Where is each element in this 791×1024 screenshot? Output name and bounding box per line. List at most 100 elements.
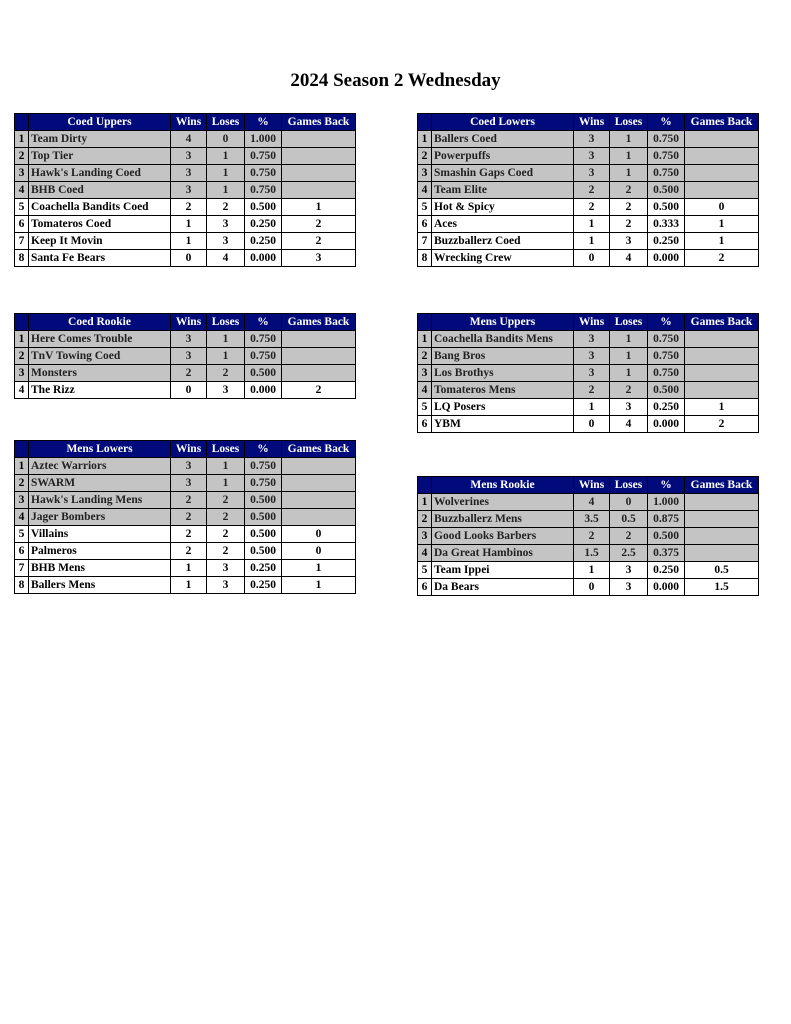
- wins-cell: 1: [573, 215, 610, 233]
- wins-cell: 3: [170, 147, 207, 165]
- wins-cell: 0: [573, 249, 610, 267]
- team-name-cell: BHB Mens: [28, 559, 171, 577]
- games-back-cell: [684, 544, 759, 562]
- team-name-cell: Coachella Bandits Mens: [431, 330, 574, 348]
- column-header: %: [244, 440, 282, 458]
- table-row: 4 Team Elite 2 2 0.500: [417, 181, 759, 199]
- win-percentage-cell: 0.750: [647, 364, 685, 382]
- rank-cell: 3: [417, 364, 432, 382]
- table-row: 4 Da Great Hambinos 1.5 2.5 0.375: [417, 544, 759, 562]
- standings-table-mens-rookie: Mens Rookie Wins Loses% Games Back 1 Wolverin…: [417, 476, 759, 596]
- games-back-cell: [281, 130, 356, 148]
- column-header: Games Back: [281, 113, 356, 131]
- win-percentage-cell: 0.750: [647, 347, 685, 365]
- loses-cell: 1: [206, 474, 245, 492]
- win-percentage-cell: 0.500: [647, 381, 685, 399]
- table-header-row: Coed Lowers Wins Loses% Games Back: [417, 113, 759, 131]
- column-header: Games Back: [684, 476, 759, 494]
- column-header: Loses: [609, 476, 648, 494]
- division-name: Mens Uppers: [431, 313, 574, 331]
- team-name-cell: Tomateros Mens: [431, 381, 574, 399]
- win-percentage-cell: 0.000: [244, 381, 282, 399]
- loses-cell: 4: [206, 249, 245, 267]
- win-percentage-cell: 0.500: [244, 491, 282, 509]
- win-percentage-cell: 0.750: [647, 330, 685, 348]
- team-name-cell: Bang Bros: [431, 347, 574, 365]
- win-percentage-cell: 0.000: [244, 249, 282, 267]
- loses-cell: 1: [609, 164, 648, 182]
- team-name-cell: Good Looks Barbers: [431, 527, 574, 545]
- wins-cell: 3: [170, 474, 207, 492]
- games-back-cell: 2: [281, 215, 356, 233]
- wins-cell: 1.5: [573, 544, 610, 562]
- wins-cell: 1: [573, 232, 610, 250]
- loses-cell: 1: [609, 347, 648, 365]
- rank-cell: 4: [14, 181, 29, 199]
- win-percentage-cell: 0.250: [244, 576, 282, 594]
- games-back-cell: [281, 364, 356, 382]
- standings-table-coed-uppers: Coed Uppers Wins Loses% Games Back 1 Team Dir…: [14, 113, 356, 267]
- wins-cell: 2: [170, 198, 207, 216]
- games-back-cell: [684, 347, 759, 365]
- wins-cell: 2: [170, 525, 207, 543]
- games-back-cell: [684, 181, 759, 199]
- rank-cell: 2: [417, 147, 432, 165]
- loses-cell: 1: [609, 330, 648, 348]
- team-name-cell: Team Ippei: [431, 561, 574, 579]
- wins-cell: 2: [170, 364, 207, 382]
- rank-cell: 8: [417, 249, 432, 267]
- loses-cell: 1: [206, 181, 245, 199]
- wins-cell: 4: [170, 130, 207, 148]
- wins-cell: 2: [573, 381, 610, 399]
- games-back-cell: 1: [281, 198, 356, 216]
- wins-cell: 2: [573, 527, 610, 545]
- wins-cell: 0: [170, 249, 207, 267]
- win-percentage-cell: 0.750: [647, 147, 685, 165]
- wins-cell: 2: [573, 181, 610, 199]
- table-row: 4 The Rizz 0 3 0.000 2: [14, 381, 356, 399]
- wins-cell: 1: [170, 232, 207, 250]
- team-name-cell: Da Great Hambinos: [431, 544, 574, 562]
- games-back-cell: [684, 330, 759, 348]
- table-row: 3 Smashin Gaps Coed 3 1 0.750: [417, 164, 759, 182]
- rank-cell: 2: [417, 347, 432, 365]
- games-back-cell: 1: [684, 215, 759, 233]
- loses-cell: 1: [609, 147, 648, 165]
- team-name-cell: Santa Fe Bears: [28, 249, 171, 267]
- games-back-cell: [684, 147, 759, 165]
- wins-cell: 3: [573, 364, 610, 382]
- team-name-cell: Buzzballerz Mens: [431, 510, 574, 528]
- table-row: 2 Buzzballerz Mens 3.5 0.5 0.875: [417, 510, 759, 528]
- table-row: 8 Wrecking Crew 0 4 0.000 2: [417, 249, 759, 267]
- table-row: 7 BHB Mens 1 3 0.250 1: [14, 559, 356, 577]
- rank-cell: 4: [417, 381, 432, 399]
- games-back-cell: [281, 164, 356, 182]
- table-header-row: Coed Rookie Wins Loses% Games Back: [14, 313, 356, 331]
- page-title: 2024 Season 2 Wednesday: [290, 70, 501, 91]
- table-row: 8 Santa Fe Bears 0 4 0.000 3: [14, 249, 356, 267]
- loses-cell: 3: [206, 381, 245, 399]
- rank-header: [417, 476, 432, 494]
- team-name-cell: SWARM: [28, 474, 171, 492]
- team-name-cell: Jager Bombers: [28, 508, 171, 526]
- rank-header: [14, 440, 29, 458]
- table-row: 6 Palmeros 2 2 0.500 0: [14, 542, 356, 560]
- rank-cell: 6: [14, 215, 29, 233]
- table-header-row: Mens Rookie Wins Loses% Games Back: [417, 476, 759, 494]
- rank-cell: 3: [417, 164, 432, 182]
- games-back-cell: [684, 164, 759, 182]
- win-percentage-cell: 0.500: [647, 181, 685, 199]
- loses-cell: 2: [206, 508, 245, 526]
- team-name-cell: Aces: [431, 215, 574, 233]
- loses-cell: 2: [206, 542, 245, 560]
- table-row: 3 Los Brothys 3 1 0.750: [417, 364, 759, 382]
- team-name-cell: Ballers Coed: [431, 130, 574, 148]
- table-row: 5 Team Ippei 1 3 0.250 0.5: [417, 561, 759, 579]
- wins-cell: 1: [573, 398, 610, 416]
- team-name-cell: Los Brothys: [431, 364, 574, 382]
- games-back-cell: [281, 330, 356, 348]
- loses-cell: 2: [609, 181, 648, 199]
- table-row: 3 Hawk's Landing Coed 3 1 0.750: [14, 164, 356, 182]
- rank-cell: 7: [417, 232, 432, 250]
- loses-cell: 3: [206, 559, 245, 577]
